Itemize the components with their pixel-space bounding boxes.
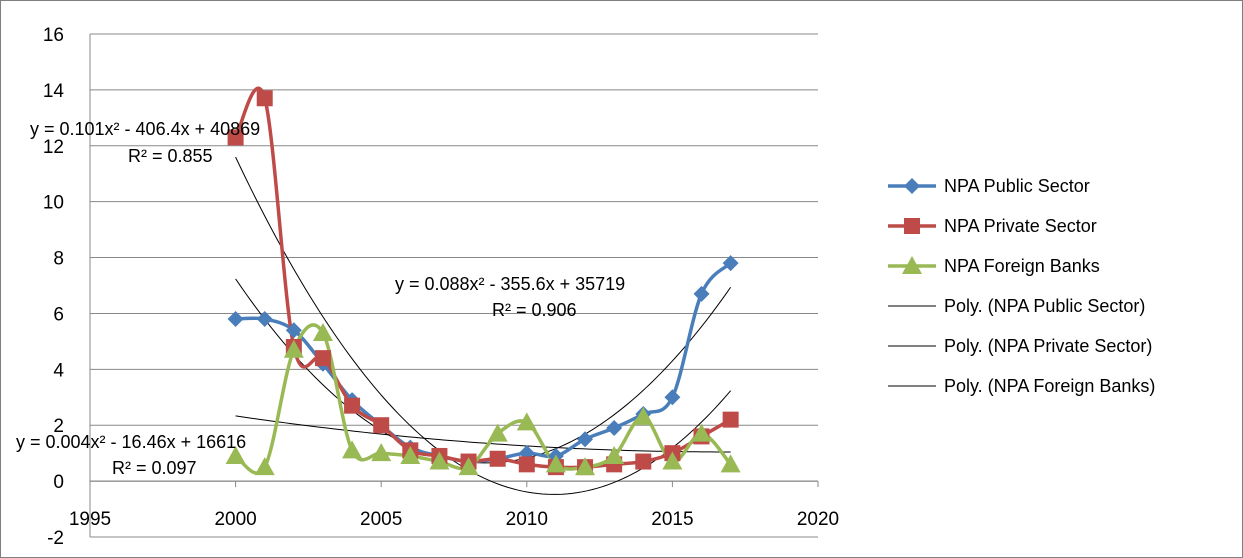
data-point [400, 445, 421, 464]
data-point [227, 311, 244, 328]
x-tick-label: 1995 [69, 509, 111, 530]
y-tick-label: 4 [53, 360, 64, 381]
y-tick-labels: -2 0 2 4 6 8 10 12 14 16 [43, 25, 65, 549]
legend-label: NPA Foreign Banks [944, 256, 1100, 276]
y-tick-label: 12 [43, 137, 64, 158]
data-point [312, 323, 333, 342]
data-point [604, 445, 625, 464]
x-tick-label: 2015 [651, 509, 693, 530]
y-tick-label: 2 [53, 416, 64, 437]
data-point [722, 411, 739, 428]
x-tick-label: 2005 [360, 509, 402, 530]
legend-label: Poly. (NPA Public Sector) [944, 296, 1145, 316]
eq-public-sector: y = 0.088x² - 355.6x + 35719 [395, 274, 625, 294]
data-point [344, 397, 361, 414]
legend-label: NPA Public Sector [944, 176, 1090, 196]
data-point [225, 445, 246, 464]
y-tick-label: -2 [47, 528, 64, 549]
y-tick-label: 8 [53, 249, 64, 270]
data-point [429, 451, 450, 470]
y-tick-label: 14 [43, 81, 65, 102]
data-point [516, 412, 537, 431]
data-point [371, 443, 392, 462]
trendline-equations: y = 0.101x² - 406.4x + 40869 R² = 0.855 … [16, 119, 625, 478]
data-point [635, 453, 652, 470]
axes [89, 34, 819, 537]
legend-marker [904, 218, 920, 234]
data-point [722, 255, 739, 272]
trendline-2 [235, 415, 731, 453]
y-tick-label: 6 [53, 304, 64, 325]
data-point [373, 417, 390, 434]
x-tick-label: 2010 [506, 509, 548, 530]
eq-foreign-banks: y = 0.004x² - 16.46x + 16616 [16, 432, 246, 452]
data-point [256, 90, 273, 107]
data-point [283, 339, 304, 358]
data-point [691, 423, 712, 442]
legend-label: NPA Private Sector [944, 216, 1097, 236]
y-tick-label: 10 [43, 193, 64, 214]
legend: NPA Public Sector NPA Private Sector NPA F… [888, 176, 1155, 396]
data-point [487, 423, 508, 442]
data-point [489, 450, 506, 467]
data-point [256, 311, 273, 328]
legend-label: Poly. (NPA Private Sector) [944, 336, 1152, 356]
data-point [662, 451, 683, 470]
legend-marker [902, 256, 922, 274]
x-tick-label: 2020 [797, 509, 839, 530]
data-point [458, 457, 479, 476]
x-tick-labels: 1995 2000 2005 2010 2015 2020 [69, 509, 839, 530]
data-point [227, 129, 244, 146]
data-point [664, 389, 681, 406]
legend-marker [904, 178, 920, 194]
r2-foreign-banks: R² = 0.097 [112, 458, 197, 478]
data-point [606, 420, 623, 437]
data-point [693, 285, 710, 302]
data-point [577, 431, 594, 448]
eq-private-sector: y = 0.101x² - 406.4x + 40869 [30, 119, 260, 139]
series-markers [225, 90, 741, 476]
data-point [575, 457, 596, 476]
data-point [342, 440, 363, 459]
r2-private-sector: R² = 0.855 [128, 146, 213, 166]
data-point [518, 456, 535, 473]
trendline-0 [235, 278, 732, 464]
x-tick-label: 2000 [214, 509, 256, 530]
data-point [545, 454, 566, 473]
r2-public-sector: R² = 0.906 [492, 300, 577, 320]
y-tick-label: 0 [53, 472, 64, 493]
data-point [314, 350, 331, 367]
data-point [720, 454, 741, 473]
y-tick-label: 16 [43, 25, 64, 46]
data-point [285, 322, 302, 339]
legend-label: Poly. (NPA Foreign Banks) [944, 376, 1155, 396]
data-point [633, 406, 654, 425]
data-point [254, 457, 275, 476]
